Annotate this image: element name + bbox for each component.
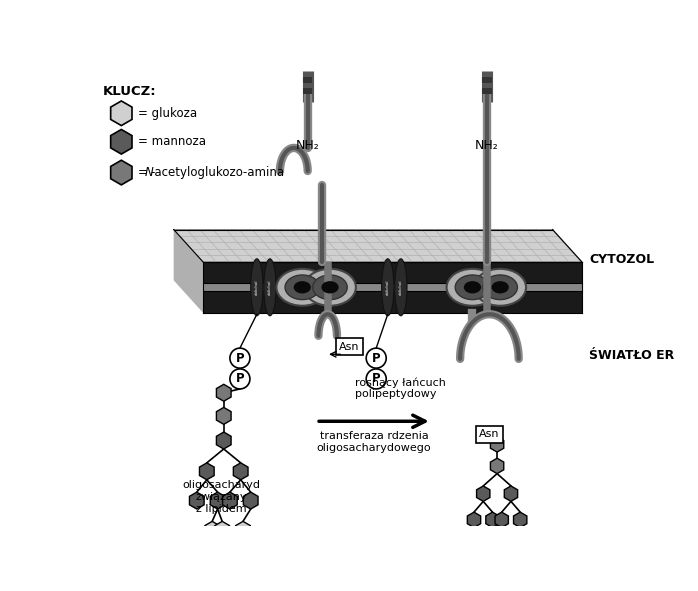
Polygon shape — [477, 486, 490, 501]
Ellipse shape — [251, 259, 263, 316]
Circle shape — [366, 348, 386, 368]
Polygon shape — [486, 512, 499, 528]
Ellipse shape — [321, 281, 339, 294]
Text: Asn: Asn — [479, 429, 500, 439]
Polygon shape — [174, 229, 582, 262]
Polygon shape — [495, 512, 508, 528]
Ellipse shape — [264, 259, 276, 316]
Polygon shape — [111, 160, 132, 185]
Polygon shape — [111, 129, 132, 154]
Polygon shape — [223, 492, 237, 509]
Polygon shape — [215, 521, 230, 538]
Text: KLUCZ:: KLUCZ: — [103, 85, 156, 98]
Bar — [303, 77, 312, 83]
Polygon shape — [174, 229, 203, 313]
Bar — [482, 77, 491, 83]
Circle shape — [230, 369, 250, 389]
Polygon shape — [210, 492, 225, 509]
Ellipse shape — [447, 269, 498, 306]
Text: CYTOZOL: CYTOZOL — [590, 253, 655, 266]
Text: -acetyloglukozo­amina: -acetyloglukozo­amina — [151, 166, 285, 179]
Text: NH₂: NH₂ — [296, 139, 320, 152]
Text: N: N — [144, 166, 153, 179]
Text: =: = — [138, 166, 152, 179]
Text: dolichol: dolichol — [255, 280, 259, 295]
Circle shape — [366, 369, 386, 389]
Bar — [203, 262, 582, 284]
Polygon shape — [462, 538, 475, 554]
Ellipse shape — [285, 275, 320, 300]
Polygon shape — [236, 521, 251, 538]
Polygon shape — [216, 407, 231, 424]
Ellipse shape — [313, 275, 347, 300]
Text: P: P — [236, 372, 244, 385]
Polygon shape — [506, 538, 519, 554]
Ellipse shape — [382, 259, 394, 316]
Polygon shape — [189, 492, 204, 509]
Text: Asn: Asn — [339, 342, 359, 352]
Polygon shape — [504, 486, 518, 501]
Bar — [303, 88, 312, 94]
Polygon shape — [514, 512, 527, 528]
Ellipse shape — [394, 259, 407, 316]
Text: oligosacharyd
związany
z lipidem: oligosacharyd związany z lipidem — [182, 480, 260, 514]
Text: ŚWIATŁO ER: ŚWIATŁO ER — [590, 349, 675, 362]
Text: dolichol: dolichol — [386, 280, 389, 295]
Polygon shape — [233, 463, 248, 480]
Polygon shape — [205, 521, 220, 538]
Circle shape — [230, 348, 250, 368]
Text: P: P — [236, 352, 244, 365]
Ellipse shape — [455, 275, 490, 300]
Ellipse shape — [483, 275, 517, 300]
Polygon shape — [491, 458, 504, 473]
Text: NH₂: NH₂ — [475, 139, 499, 152]
Ellipse shape — [294, 281, 311, 294]
Text: rosnący łańcuch
polipeptydowy: rosnący łańcuch polipeptydowy — [355, 378, 445, 400]
Polygon shape — [216, 432, 231, 449]
Bar — [203, 291, 582, 313]
Ellipse shape — [304, 269, 356, 306]
Polygon shape — [468, 512, 481, 528]
Ellipse shape — [491, 281, 509, 294]
Ellipse shape — [276, 269, 328, 306]
Polygon shape — [244, 492, 258, 509]
Ellipse shape — [475, 269, 526, 306]
Text: P: P — [372, 372, 380, 385]
Polygon shape — [200, 463, 214, 480]
Text: = glukoza: = glukoza — [138, 107, 198, 120]
Ellipse shape — [464, 281, 481, 294]
Polygon shape — [480, 538, 493, 554]
Text: transferaza rdzenia
oligosacharydowego: transferaza rdzenia oligosacharydowego — [317, 431, 431, 453]
Text: dolichol: dolichol — [268, 280, 272, 295]
Polygon shape — [216, 384, 231, 401]
Bar — [482, 88, 491, 94]
Text: P: P — [372, 352, 380, 365]
Text: = mannoza: = mannoza — [138, 135, 207, 148]
Bar — [203, 284, 582, 291]
Polygon shape — [111, 101, 132, 126]
Polygon shape — [491, 437, 504, 452]
Text: dolichol: dolichol — [399, 280, 403, 295]
